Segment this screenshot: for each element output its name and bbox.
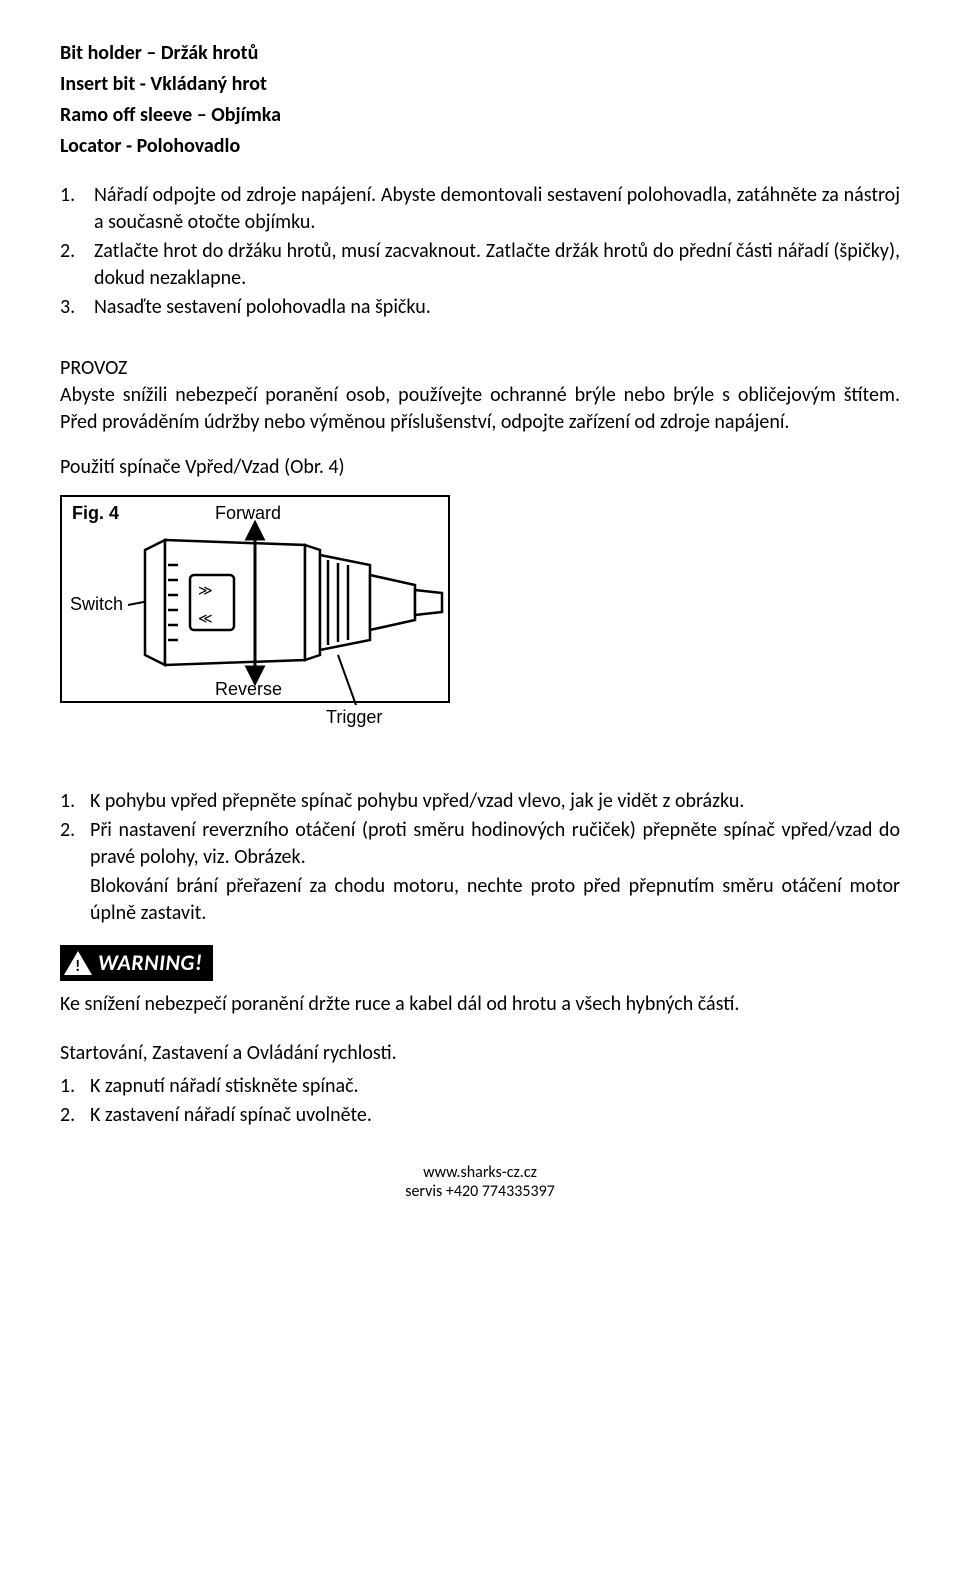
switch-usage-title: Použití spínače Vpřed/Vzad (Obr. 4) bbox=[60, 454, 900, 481]
step-number: 1. bbox=[60, 788, 90, 815]
glossary-line: Ramo off sleeve – Objímka bbox=[60, 102, 900, 129]
step-number: 2. bbox=[60, 817, 90, 871]
glossary-line: Insert bit - Vkládaný hrot bbox=[60, 71, 900, 98]
steps-list-1: 1. Nářadí odpojte od zdroje napájení. Ab… bbox=[60, 182, 900, 321]
step-number: 2. bbox=[60, 238, 94, 292]
step-item: 2. K zastavení nářadí spínač uvolněte. bbox=[60, 1102, 900, 1129]
step-item: 1. K zapnutí nářadí stiskněte spínač. bbox=[60, 1073, 900, 1100]
switch-label: Switch bbox=[70, 594, 123, 614]
trigger-label: Trigger bbox=[326, 707, 382, 727]
step-number: 2. bbox=[60, 1102, 90, 1129]
step-text: Nářadí odpojte od zdroje napájení. Abyst… bbox=[94, 182, 900, 236]
section-provoz-title: PROVOZ bbox=[60, 355, 900, 382]
svg-text:≫: ≫ bbox=[198, 582, 213, 598]
step-subtext: Blokování brání přeřazení za chodu motor… bbox=[90, 873, 900, 927]
warning-badge: ! WARNING! bbox=[60, 945, 213, 981]
step-text: Nasaďte sestavení polohovadla na špičku. bbox=[94, 294, 900, 321]
warning-triangle-icon: ! bbox=[64, 951, 92, 975]
step-item: 3. Nasaďte sestavení polohovadla na špič… bbox=[60, 294, 900, 321]
footer-phone: servis +420 774335397 bbox=[60, 1182, 900, 1201]
step-item: 1. K pohybu vpřed přepněte spínač pohybu… bbox=[60, 788, 900, 815]
forward-label: Forward bbox=[215, 503, 281, 523]
figure-4: Fig. 4 Forward Reverse Switch Trigger ≫ … bbox=[60, 495, 900, 758]
reverse-label: Reverse bbox=[215, 679, 282, 699]
warning-label: WARNING! bbox=[98, 948, 203, 978]
glossary-line: Bit holder – Držák hrotů bbox=[60, 40, 900, 67]
warning-text: Ke snížení nebezpečí poranění držte ruce… bbox=[60, 991, 900, 1018]
step-text: K zastavení nářadí spínač uvolněte. bbox=[90, 1102, 900, 1129]
step-text: K pohybu vpřed přepněte spínač pohybu vp… bbox=[90, 788, 900, 815]
step-text: K zapnutí nářadí stiskněte spínač. bbox=[90, 1073, 900, 1100]
steps-list-2: 1. K pohybu vpřed přepněte spínač pohybu… bbox=[60, 788, 900, 927]
step-item: 2. Při nastavení reverzního otáčení (pro… bbox=[60, 817, 900, 871]
step-item: 1. Nářadí odpojte od zdroje napájení. Ab… bbox=[60, 182, 900, 236]
start-stop-list: 1. K zapnutí nářadí stiskněte spínač. 2.… bbox=[60, 1073, 900, 1129]
section-provoz-text: Abyste snížili nebezpečí poranění osob, … bbox=[60, 382, 900, 436]
step-number: 1. bbox=[60, 182, 94, 236]
step-text: Zatlačte hrot do držáku hrotů, musí zacv… bbox=[94, 238, 900, 292]
step-item: 2. Zatlačte hrot do držáku hrotů, musí z… bbox=[60, 238, 900, 292]
footer-url: www.sharks-cz.cz bbox=[60, 1163, 900, 1182]
page-footer: www.sharks-cz.cz servis +420 774335397 bbox=[60, 1163, 900, 1201]
step-number: 3. bbox=[60, 294, 94, 321]
figure-4-svg: Fig. 4 Forward Reverse Switch Trigger ≫ … bbox=[60, 495, 450, 750]
svg-text:≪: ≪ bbox=[198, 610, 213, 626]
step-number: 1. bbox=[60, 1073, 90, 1100]
start-stop-title: Startování, Zastavení a Ovládání rychlos… bbox=[60, 1040, 900, 1067]
fig-label: Fig. 4 bbox=[72, 503, 119, 523]
step-text: Při nastavení reverzního otáčení (proti … bbox=[90, 817, 900, 871]
glossary-line: Locator - Polohovadlo bbox=[60, 133, 900, 160]
